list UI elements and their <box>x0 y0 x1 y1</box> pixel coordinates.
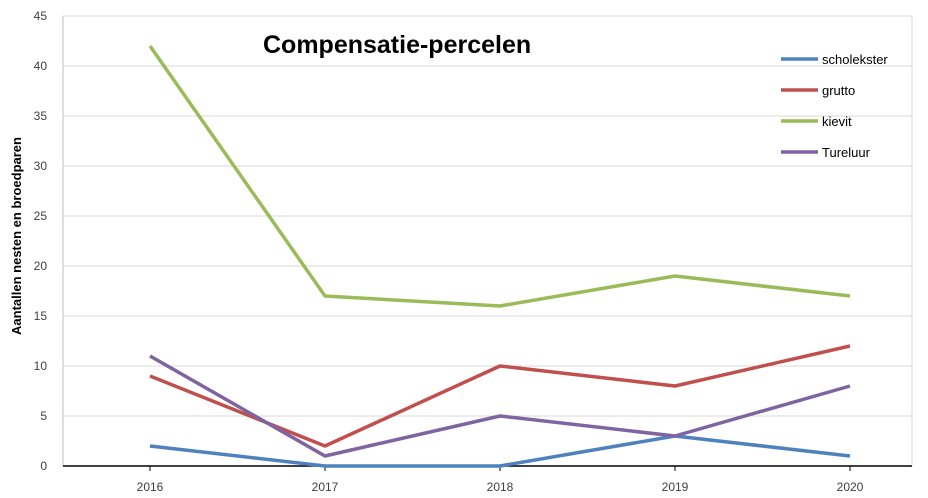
series-lines <box>148 44 851 468</box>
y-tick-label: 20 <box>34 259 48 273</box>
legend-label: Tureluur <box>822 145 871 160</box>
x-tick-label: 2017 <box>312 480 339 493</box>
x-tick-label: 2018 <box>487 480 514 493</box>
x-tick-label: 2020 <box>837 480 864 493</box>
y-tick-label: 5 <box>40 409 47 423</box>
legend-label: grutto <box>822 83 855 98</box>
y-tick-label: 15 <box>34 309 48 323</box>
x-tick-label: 2016 <box>137 480 164 493</box>
series-line-scholekster <box>149 434 851 468</box>
series-line-kievit <box>148 44 851 308</box>
y-tick-label: 0 <box>40 459 47 473</box>
y-tick-label: 40 <box>34 59 48 73</box>
x-tick-label: 2019 <box>662 480 689 493</box>
legend-label: kievit <box>822 114 852 129</box>
chart-title: Compensatie-percelen <box>263 31 531 59</box>
legend-label: scholekster <box>822 52 888 67</box>
y-tick-label: 45 <box>34 9 48 23</box>
y-tick-label: 30 <box>34 159 48 173</box>
y-tick-label: 35 <box>34 109 48 123</box>
legend: scholekster grutto kievit Tureluur <box>781 52 888 160</box>
y-tick-label: 10 <box>34 359 48 373</box>
y-tick-label: 25 <box>34 209 48 223</box>
series-line-tureluur <box>149 354 851 458</box>
y-axis-title: Aantallen nesten en broedparen <box>9 137 24 335</box>
